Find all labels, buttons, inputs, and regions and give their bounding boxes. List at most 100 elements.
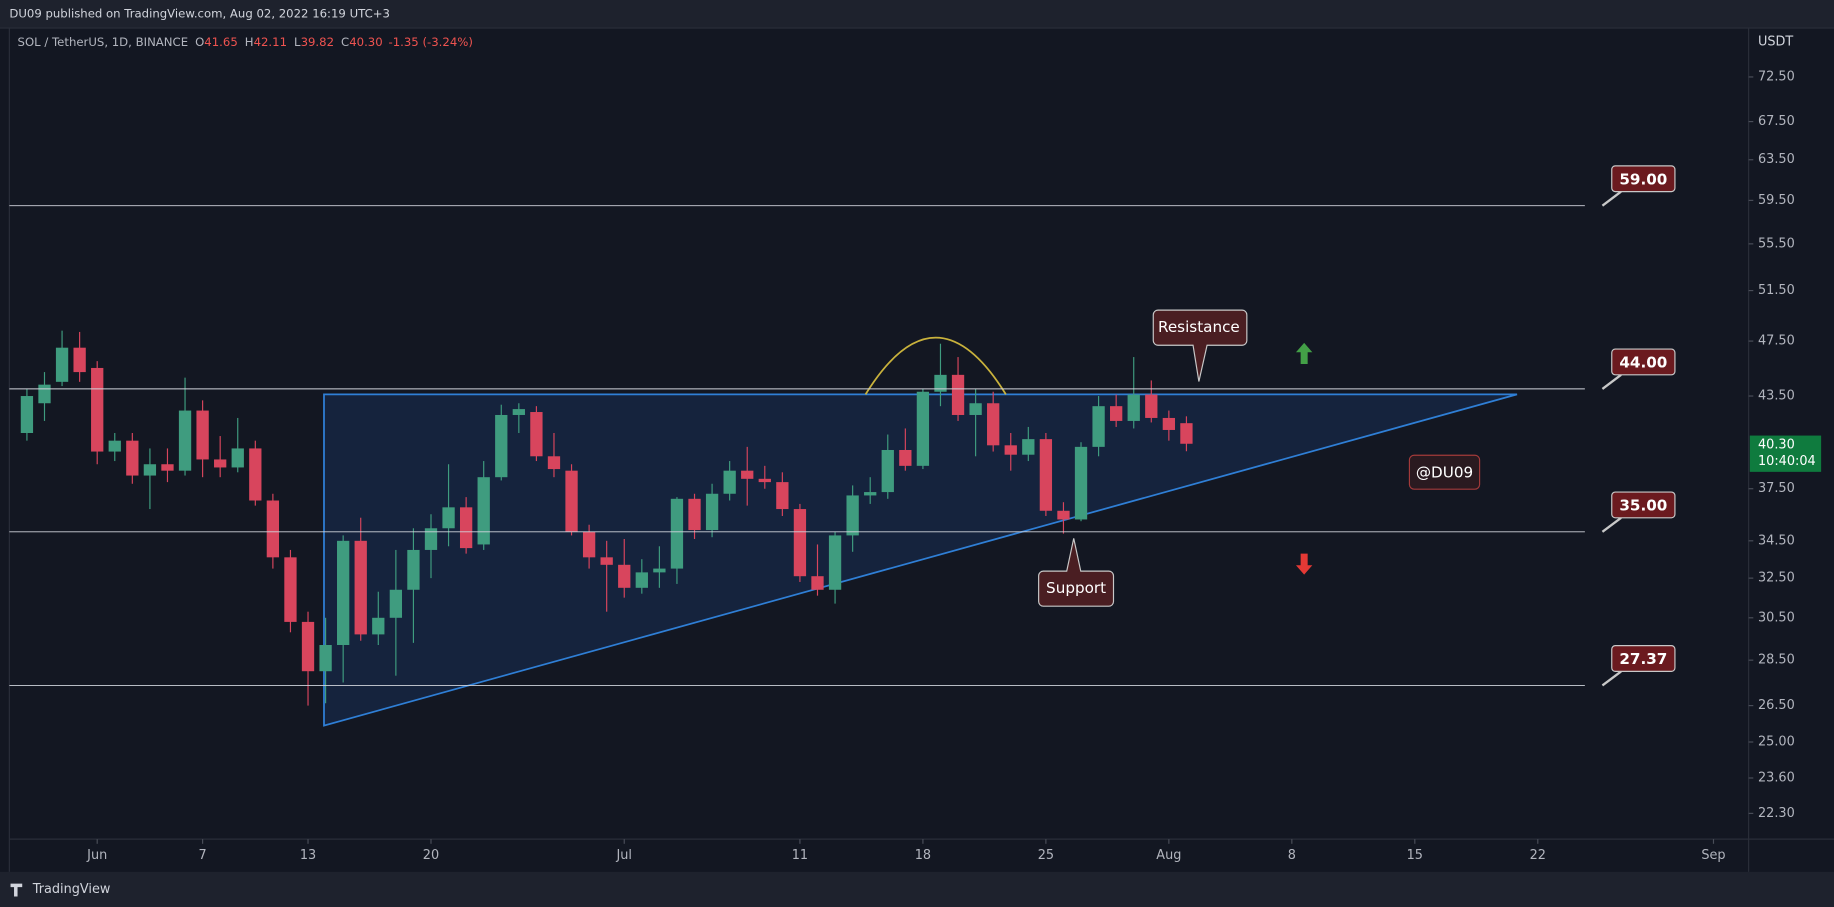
x-tick-label: Jun — [86, 848, 107, 863]
y-tick-label: 43.50 — [1758, 389, 1795, 404]
x-tick-label: 20 — [423, 848, 439, 863]
y-tick-label: 51.50 — [1758, 283, 1795, 298]
y-tick-label: 47.50 — [1758, 334, 1795, 349]
ohlc: O41.65 H42.11 L39.82 C40.30 — [195, 35, 383, 49]
candle-body — [424, 528, 438, 550]
candle-body — [55, 347, 69, 382]
candle-body — [723, 470, 736, 494]
candle-body — [38, 384, 51, 404]
candle-body — [354, 540, 367, 635]
y-tick-label: 34.50 — [1758, 533, 1795, 548]
candle-body — [565, 470, 578, 532]
ohlc-value: 39.82 — [301, 35, 334, 49]
ohlc-key: H — [245, 35, 254, 49]
y-tick-label: 67.50 — [1758, 114, 1795, 129]
x-tick-label: Aug — [1156, 848, 1181, 863]
candle-body — [91, 367, 104, 452]
ohlc-key: O — [195, 35, 204, 49]
candle-body — [495, 414, 508, 478]
candle-body — [670, 498, 684, 569]
candle-body — [266, 500, 280, 558]
x-tick-label: 7 — [199, 848, 207, 863]
candle-body — [372, 617, 385, 635]
footer-brand: TradingView — [32, 882, 111, 897]
watermark: @DU09 — [1416, 463, 1473, 481]
candle-body — [284, 557, 297, 622]
candle-body — [635, 572, 648, 588]
candle-body — [846, 495, 859, 536]
candle-body — [1145, 394, 1158, 418]
support-text: Support — [1046, 579, 1106, 597]
candle-body — [881, 449, 894, 493]
last-price-box — [1749, 435, 1822, 472]
brand-logo — [10, 883, 23, 897]
header-bar — [0, 0, 1834, 29]
x-tick-label: Jul — [615, 848, 632, 863]
level-label-box — [1611, 491, 1676, 519]
y-tick-label: 30.50 — [1758, 610, 1795, 625]
x-tick-label: 18 — [915, 848, 931, 863]
down-arrow — [1295, 553, 1313, 575]
x-tick-label: 8 — [1288, 848, 1296, 863]
candle-body — [1022, 439, 1035, 455]
level-label-box — [1611, 645, 1676, 672]
symbol-legend: SOL / TetherUS, 1D, BINANCE O41.65 H42.11 L… — [18, 35, 473, 49]
x-tick-label: 15 — [1407, 848, 1423, 863]
candle-body — [249, 448, 262, 501]
candle-body — [582, 531, 596, 558]
candle-body — [459, 507, 473, 549]
candle-body — [811, 576, 824, 590]
plot — [20, 330, 1193, 706]
candle-body — [899, 449, 912, 466]
candle-body — [108, 440, 121, 452]
ohlc-value: 41.65 — [204, 35, 237, 49]
candle-body — [864, 492, 877, 496]
x-tick-label: 22 — [1530, 848, 1546, 863]
level-label: 59.00 — [1619, 170, 1667, 188]
y-axis-label: USDT — [1758, 35, 1793, 50]
candle-body — [1039, 439, 1053, 511]
candle-body — [951, 374, 965, 415]
y-tick-label: 22.30 — [1758, 806, 1795, 821]
ohlc-key: L — [294, 35, 301, 49]
arc — [864, 337, 1007, 395]
y-tick-label: 63.50 — [1758, 152, 1795, 167]
change: -1.35 (-3.24%) — [389, 35, 473, 49]
candle-body — [319, 645, 332, 672]
candle-body — [530, 412, 543, 457]
candle-body — [73, 347, 86, 373]
symbol: SOL / TetherUS, 1D, BINANCE — [18, 35, 189, 49]
x-tick-label: 13 — [300, 848, 316, 863]
candle-body — [916, 391, 930, 466]
candle-body — [126, 440, 139, 476]
candle-body — [301, 621, 315, 672]
y-tick-label: 37.50 — [1758, 481, 1795, 496]
candle-body — [600, 557, 613, 565]
footer-bar — [0, 871, 1834, 907]
candle-body — [793, 509, 807, 577]
y-tick-label: 26.50 — [1758, 698, 1795, 713]
level-label: 27.37 — [1619, 650, 1667, 668]
candle-body — [758, 478, 771, 483]
candle-body — [1110, 406, 1123, 421]
candle-body — [741, 470, 754, 479]
candle-body — [1074, 446, 1088, 520]
up-arrow — [1295, 342, 1313, 364]
candle-body — [407, 549, 420, 590]
candle-body — [987, 403, 1000, 446]
candle-body — [969, 403, 982, 415]
level-label: 44.00 — [1619, 354, 1667, 372]
candle-body — [477, 477, 490, 545]
candle-body — [1057, 510, 1070, 520]
candle-body — [161, 464, 174, 471]
candle-body — [337, 540, 350, 646]
level-pointer — [1601, 373, 1622, 390]
last-price-label: 40.30 — [1758, 437, 1795, 452]
resistance-callout — [1152, 309, 1248, 382]
candle-body — [618, 564, 631, 588]
ohlc-value: 42.11 — [254, 35, 287, 49]
x-tick-label: 25 — [1038, 848, 1054, 863]
candle-body — [828, 535, 842, 590]
x-tick-label: 11 — [792, 848, 808, 863]
candle-body — [442, 507, 455, 529]
